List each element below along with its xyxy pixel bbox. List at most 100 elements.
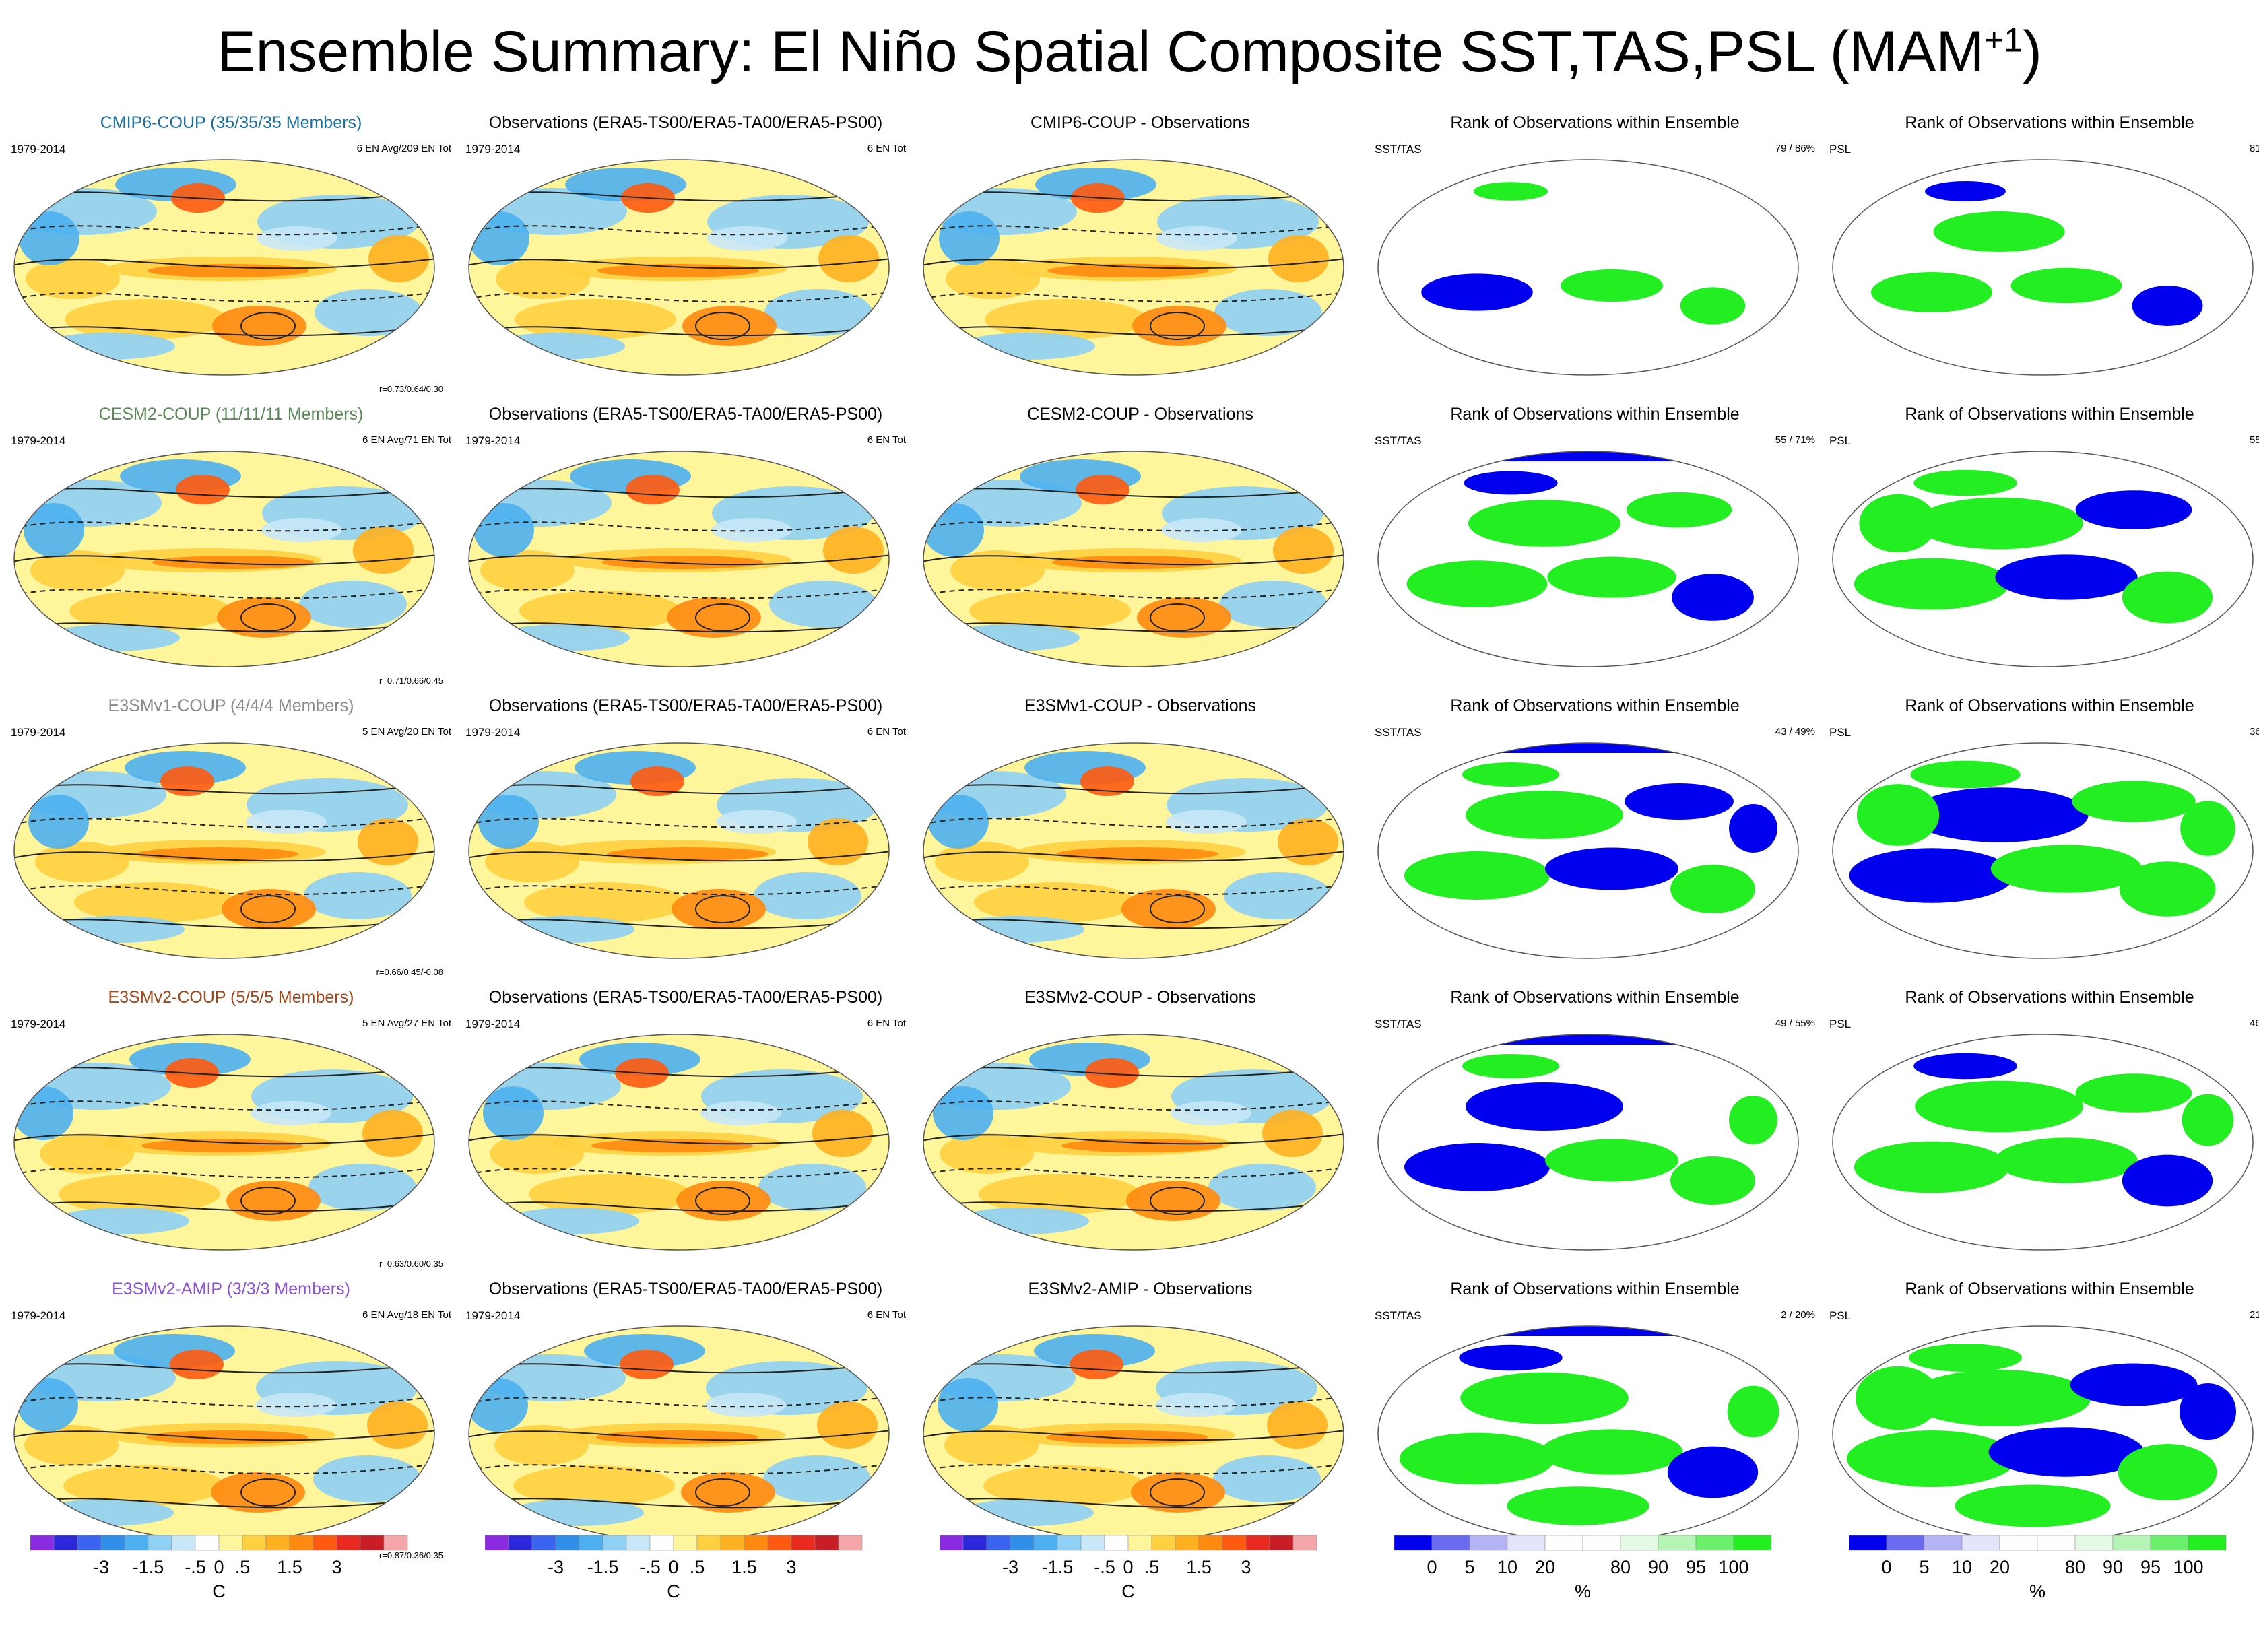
globe-map: [468, 451, 890, 667]
anomaly-region: [251, 1101, 331, 1125]
colorbar-tick-label: 3: [786, 1557, 797, 1577]
anomaly-region: [212, 306, 306, 346]
colorbar-swatch: [579, 1535, 603, 1551]
colorbar-swatch: [1080, 1535, 1105, 1551]
colorbar-swatch: [2188, 1535, 2227, 1551]
anomaly-region: [480, 550, 575, 591]
globe-outline: [13, 451, 435, 667]
anomaly-region: [24, 503, 84, 557]
psl-contour: [469, 1133, 889, 1145]
temperature-colorbar-3: -3 -1.5 -.5 0 .5 1.5 3 C: [940, 1534, 1344, 1615]
anomaly-region: [1156, 226, 1237, 251]
globe-map: [13, 1325, 435, 1542]
rank-region: [1990, 845, 2142, 893]
event-count: 6 EN Avg/18 EN Tot: [362, 1309, 451, 1321]
difference-map-panel: CMIP6-COUP - Observations: [915, 108, 1366, 397]
colorbar-swatch: [124, 1535, 149, 1551]
variable-label: SST/TAS: [1375, 1309, 1422, 1322]
event-count: 5 EN Avg/20 EN Tot: [362, 726, 451, 737]
anomaly-region: [769, 581, 877, 628]
anomaly-region: [979, 1174, 1140, 1214]
globe-map: [468, 1034, 890, 1251]
rank-region: [1462, 1054, 1559, 1078]
rank-region: [1955, 1484, 2111, 1527]
panel-title: Rank of Observations within Ensemble: [1905, 405, 2194, 424]
psl-contour: [14, 1430, 434, 1441]
anomaly-region: [24, 1425, 119, 1465]
anomaly-region: [983, 1465, 1145, 1506]
colorbar-swatch: [1033, 1535, 1058, 1551]
panel-title: Rank of Observations within Ensemble: [1905, 113, 2194, 132]
rank-percentage: 81%: [2249, 143, 2259, 154]
rank-region: [1626, 492, 1732, 528]
difference-map-panel: E3SMv2-COUP - Observations: [915, 983, 1366, 1272]
colorbar-swatch: [1269, 1535, 1294, 1551]
colorbar-swatch: [1886, 1535, 1925, 1551]
anomaly-region: [478, 795, 539, 849]
map-field: [923, 743, 1344, 958]
observations-composite-panel: Observations (ERA5-TS00/ERA5-TA00/ERA5-P…: [460, 1274, 911, 1564]
anomaly-region: [705, 1393, 786, 1417]
rank-region: [1856, 784, 1940, 846]
colorbar-swatch: [242, 1535, 267, 1551]
colorbar-swatch: [531, 1535, 556, 1551]
colorbar-swatch: [1127, 1535, 1152, 1551]
background-rank: [1833, 160, 2253, 375]
globe-outline: [923, 1034, 1344, 1251]
anomaly-region: [160, 766, 214, 796]
colorbar-tick-label: 5: [1919, 1557, 1930, 1577]
rank-percentage: 49 / 55%: [1775, 1018, 1815, 1029]
panel-title: Observations (ERA5-TS00/ERA5-TA00/ERA5-P…: [488, 113, 883, 132]
colorbar-swatch: [1924, 1535, 1963, 1551]
colorbar-tick-label: -1.5: [1041, 1557, 1074, 1577]
rank-region: [1460, 1372, 1629, 1424]
anomaly-region: [923, 503, 984, 557]
colorbar-tick-label: -.5: [1094, 1557, 1115, 1577]
colorbar-swatch: [1469, 1535, 1508, 1551]
rank-psl-map-panel: Rank of Observations within Ensemble PSL 5…: [1824, 399, 2259, 689]
globe-map: [13, 742, 435, 959]
colorbar-swatch: [1695, 1535, 1734, 1551]
year-range: 1979-2014: [11, 1309, 66, 1322]
rank-region: [2180, 1383, 2236, 1440]
anomaly-region: [211, 1472, 305, 1513]
difference-map-panel: CESM2-COUP - Observations: [915, 399, 1366, 689]
colorbar-swatch: [265, 1535, 290, 1551]
colorbar-tick-label: 0: [1427, 1557, 1437, 1577]
panel-title: Rank of Observations within Ensemble: [1450, 1280, 1740, 1298]
rank-region: [2182, 1094, 2234, 1146]
variable-label: PSL: [1829, 434, 1852, 447]
panel-title: CESM2-COUP (11/11/11 Members): [98, 405, 364, 424]
rank-region: [2180, 801, 2235, 856]
panel-title: E3SMv1-COUP (4/4/4 Members): [108, 696, 354, 715]
anomaly-region: [504, 1208, 639, 1234]
colorbar-swatch: [195, 1535, 220, 1551]
colorbar-swatch: [791, 1535, 816, 1551]
psl-contour: [923, 1133, 1344, 1145]
colorbar-tick-label: 20: [1989, 1557, 2010, 1577]
panel-title: Rank of Observations within Ensemble: [1450, 696, 1740, 715]
colorbar-swatch: [940, 1535, 964, 1551]
colorbar-tick-label: .5: [689, 1557, 705, 1577]
colorbar-unit: %: [2029, 1581, 2046, 1601]
colorbar-swatch: [1222, 1535, 1247, 1551]
map-field: [923, 1326, 1344, 1542]
anomaly-region: [1080, 766, 1134, 796]
rank-region: [1849, 848, 2015, 903]
colorbar-tick-label: -.5: [185, 1557, 206, 1577]
rank-percentage: 43 / 49%: [1775, 726, 1815, 737]
rank-region: [1925, 181, 2006, 201]
globe-map: [468, 742, 890, 959]
psl-contour: [1150, 895, 1205, 923]
pattern-correlation: r=0.63/0.60/0.35: [379, 1259, 443, 1269]
rank-sst-tas-map-panel: Rank of Observations within Ensemble SST/…: [1369, 691, 1821, 981]
map-field: [469, 1034, 889, 1250]
globe-map: [1832, 451, 2254, 667]
colorbar-swatch: [673, 1535, 698, 1551]
rank-region: [1545, 847, 1678, 890]
anomaly-region: [812, 1110, 873, 1157]
background-rank: [1378, 160, 1798, 375]
colorbar-swatch: [30, 1535, 55, 1551]
psl-contour: [695, 603, 750, 632]
colorbar-swatch: [77, 1535, 102, 1551]
